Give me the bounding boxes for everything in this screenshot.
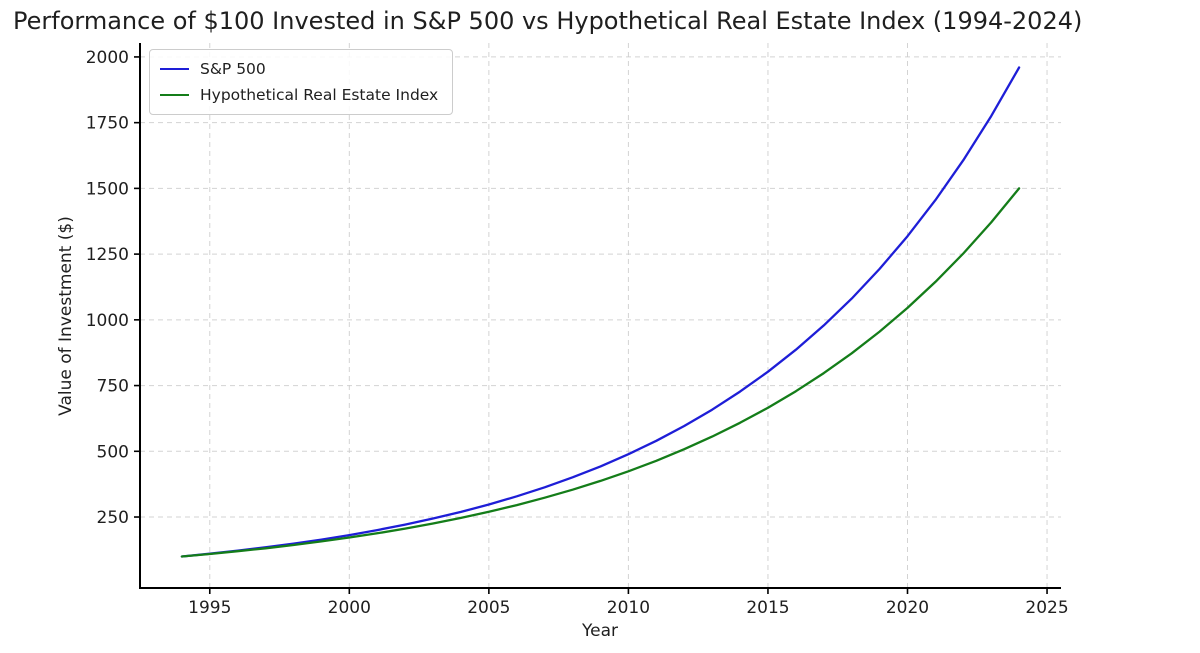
y-tick-label: 750 [97, 377, 129, 397]
legend-label-sp500: S&P 500 [200, 60, 266, 78]
x-axis-label: Year [582, 621, 618, 641]
y-axis-label: Value of Investment ($) [56, 216, 76, 416]
y-tick-label: 1750 [86, 114, 129, 134]
sp500-line-swatch-icon [160, 68, 189, 70]
y-tick-label: 1250 [86, 245, 129, 265]
legend-label-real-estate: Hypothetical Real Estate Index [200, 86, 439, 104]
chart-title: Performance of $100 Invested in S&P 500 … [13, 7, 1083, 35]
series-line-sp500 [180, 66, 1021, 558]
legend: S&P 500 Hypothetical Real Estate Index [149, 49, 454, 115]
real-estate-line-swatch-icon [160, 94, 189, 96]
x-tick-label: 2010 [607, 598, 650, 618]
x-tick-label: 1995 [188, 598, 231, 618]
series-line-real-estate [180, 187, 1021, 558]
x-tick-label: 2000 [328, 598, 371, 618]
y-tick-label: 2000 [86, 48, 129, 68]
x-tick-label: 2025 [1025, 598, 1068, 618]
legend-item-sp500: S&P 500 [160, 56, 438, 82]
y-tick-label: 1500 [86, 179, 129, 199]
y-tick-label: 500 [97, 442, 129, 462]
x-tick-label: 2005 [467, 598, 510, 618]
y-tick-label: 250 [97, 508, 129, 528]
y-tick-label: 1000 [86, 311, 129, 331]
x-tick-label: 2015 [746, 598, 789, 618]
legend-item-real-estate: Hypothetical Real Estate Index [160, 82, 438, 108]
x-tick-label: 2020 [886, 598, 929, 618]
